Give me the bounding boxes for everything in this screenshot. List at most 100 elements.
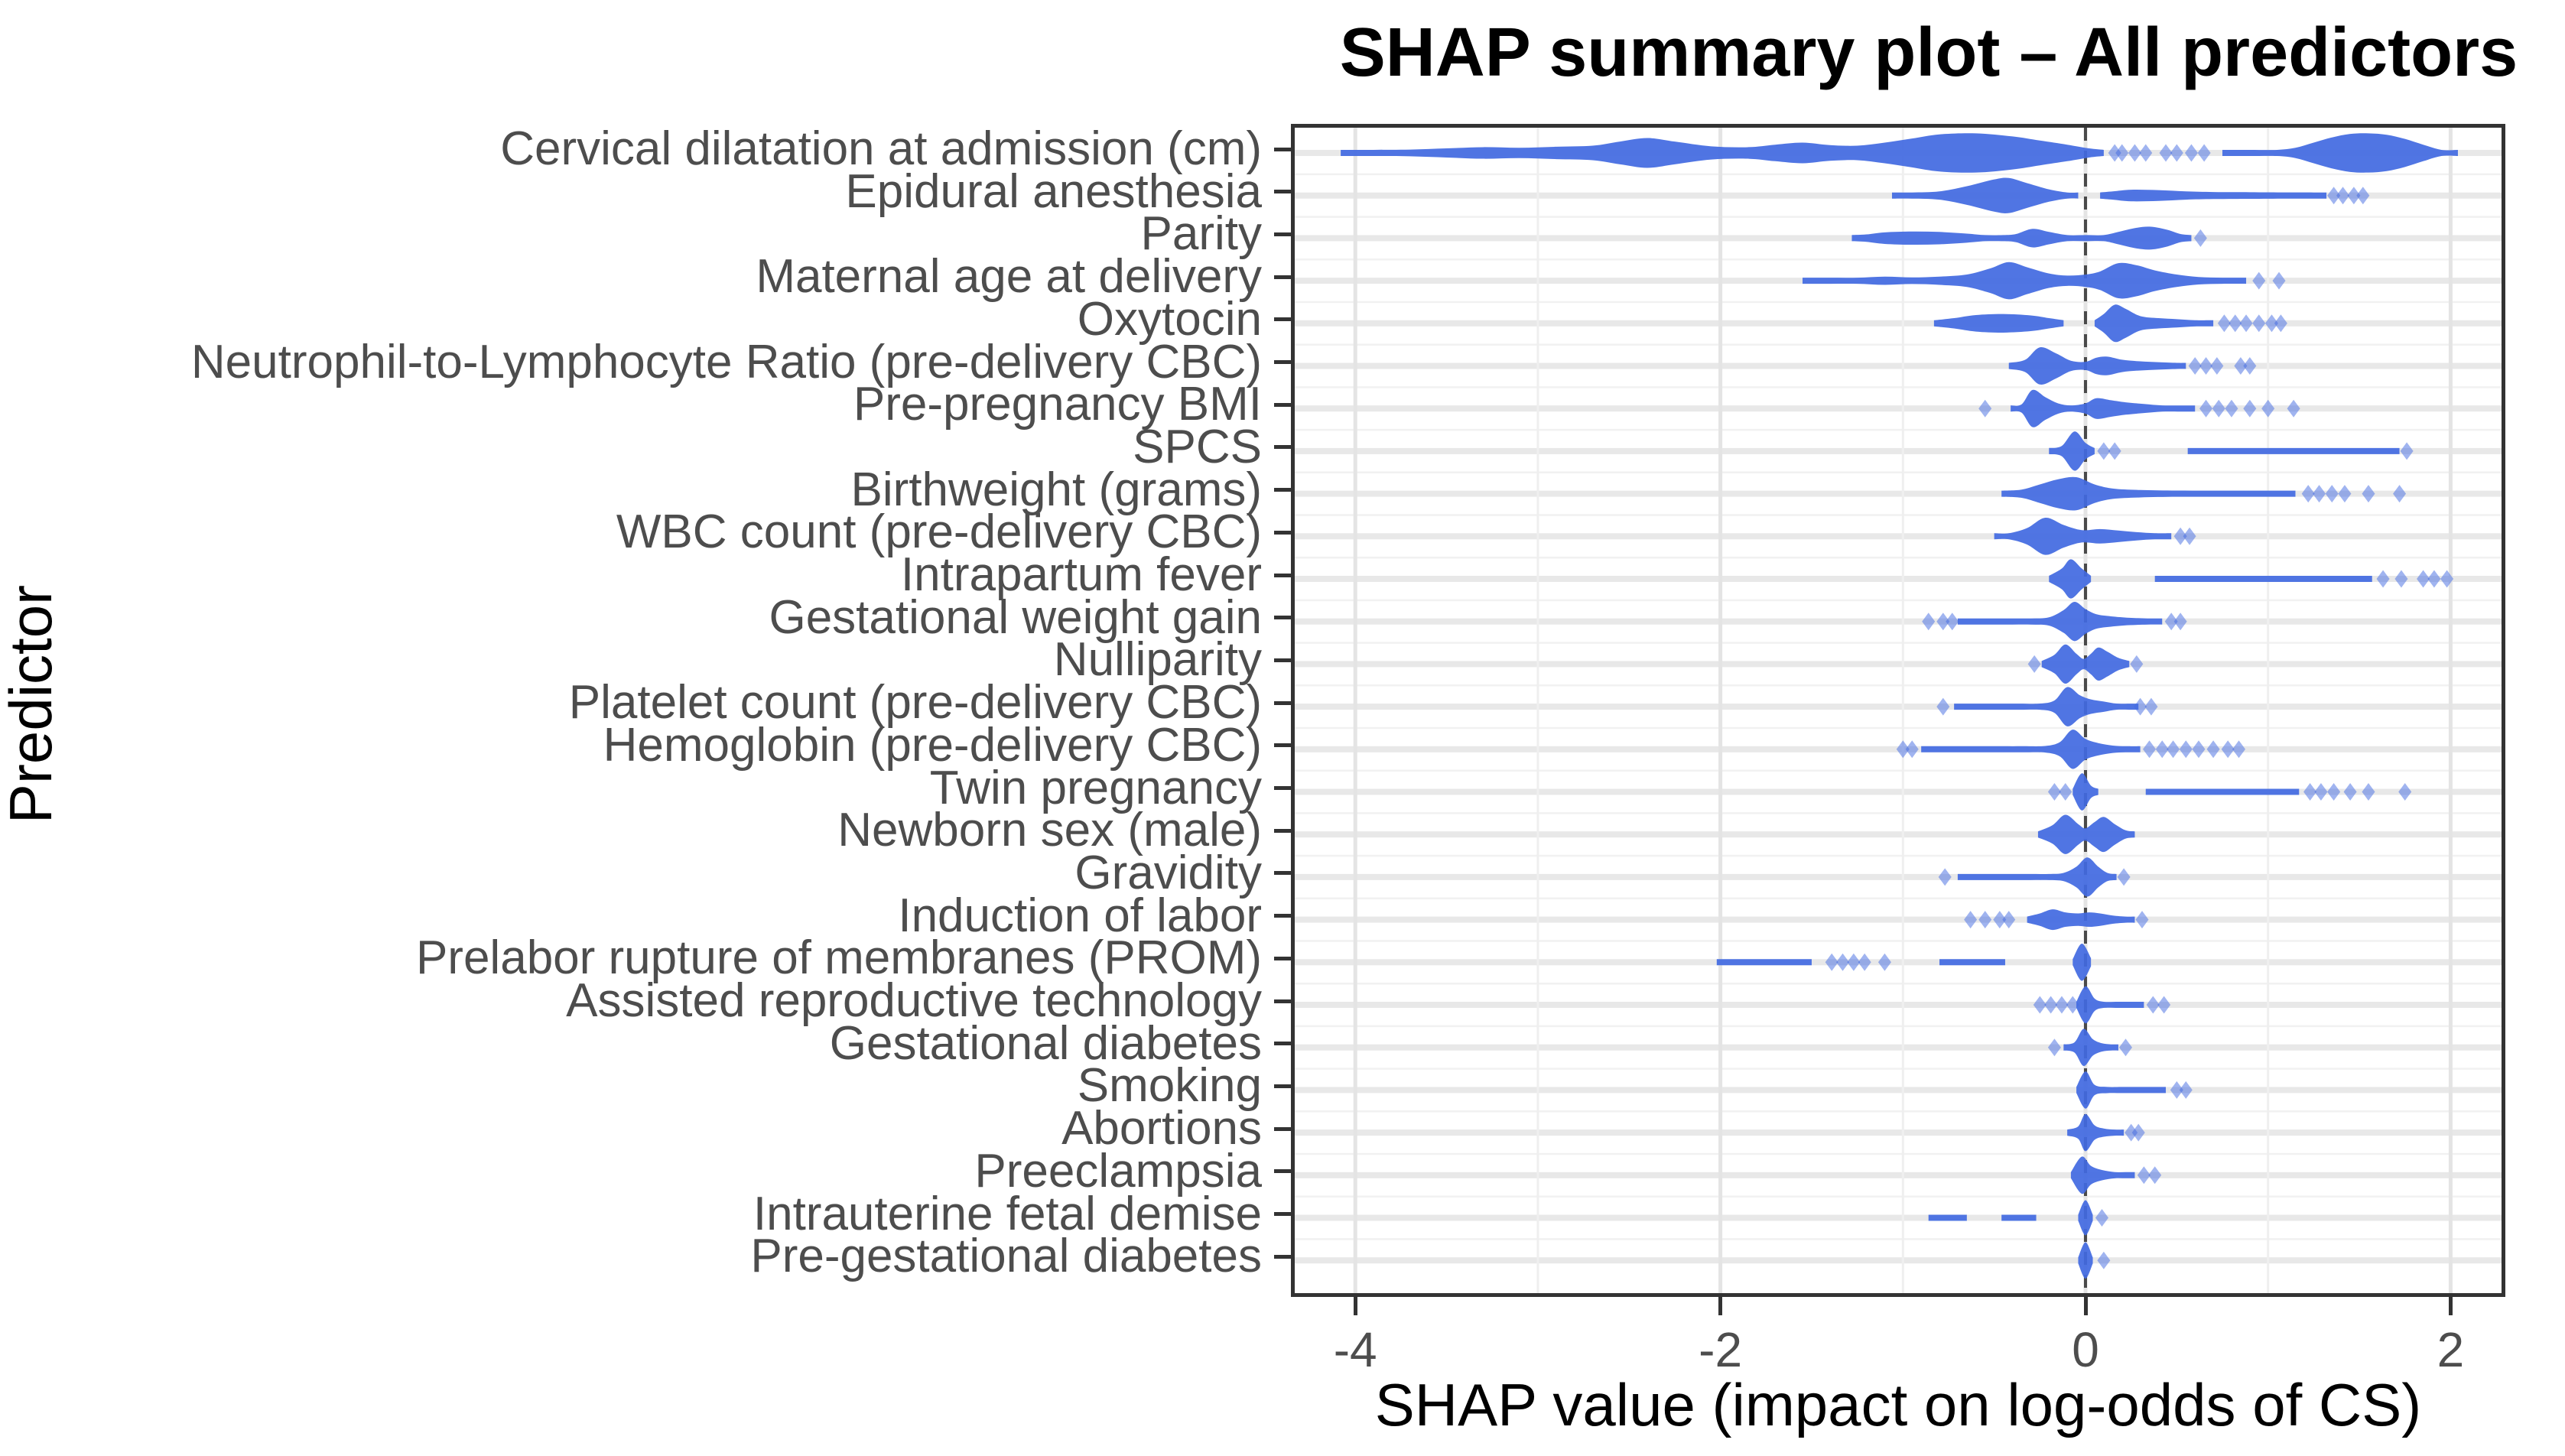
y-axis-label: Nulliparity (1053, 633, 1262, 687)
gridline-vertical-major (2448, 128, 2453, 1293)
y-axis-label: Smoking (1077, 1059, 1262, 1113)
data-point-diamond (2217, 314, 2231, 333)
data-point-diamond (2229, 314, 2242, 333)
data-point-diamond (2135, 911, 2149, 929)
gridline-horizontal-minor (1295, 854, 2502, 857)
y-axis-label: Cervical dilatation at admission (cm) (500, 122, 1262, 175)
data-point-diamond (2128, 144, 2141, 162)
data-point-diamond (2210, 357, 2224, 375)
violin-shape (2070, 1156, 2135, 1194)
gridline-horizontal-major (1295, 490, 2502, 497)
data-point-diamond (2199, 399, 2213, 418)
gridline-vertical-minor (1536, 128, 1539, 1293)
violin-shape (2222, 133, 2458, 173)
gridline-horizontal-minor (1295, 1110, 2502, 1113)
y-axis-label: Platelet count (pre-delivery CBC) (568, 676, 1262, 730)
data-point-diamond (2327, 783, 2341, 801)
violin-shape (2078, 1242, 2093, 1279)
violin-shape (2076, 986, 2144, 1024)
data-point-diamond (2108, 144, 2121, 162)
gridline-horizontal-minor (1295, 726, 2502, 730)
data-point-diamond (2055, 996, 2069, 1014)
gridline-horizontal-minor (1295, 642, 2502, 644)
data-point-diamond (2157, 996, 2171, 1014)
violin-shape (1928, 1214, 1967, 1221)
data-point-diamond (1978, 911, 1992, 929)
violin-shape (2049, 559, 2092, 599)
data-point-diamond (2393, 485, 2407, 503)
data-point-diamond (2239, 314, 2253, 333)
y-tick-mark (1274, 232, 1291, 236)
data-point-diamond (2179, 1081, 2193, 1099)
y-axis-label: Gestational weight gain (769, 590, 1262, 644)
x-tick-label: -4 (1333, 1322, 1377, 1377)
data-point-diamond (2155, 740, 2169, 759)
data-point-diamond (2314, 783, 2328, 801)
data-point-diamond (1936, 697, 1950, 716)
y-tick-mark (1274, 190, 1291, 194)
y-tick-mark (1274, 786, 1291, 790)
data-point-diamond (2343, 783, 2357, 801)
violin-shape (1851, 226, 2192, 250)
y-axis-label: Induction of labor (898, 889, 1262, 942)
violin-shape (1921, 730, 2141, 769)
gridline-horizontal-major (1295, 788, 2502, 795)
data-point-diamond (2146, 996, 2160, 1014)
data-point-diamond (1877, 953, 1891, 971)
y-tick-mark (1274, 1169, 1291, 1174)
y-axis-label: Gestational diabetes (829, 1016, 1262, 1070)
data-point-diamond (2232, 740, 2246, 759)
data-point-diamond (2347, 187, 2361, 205)
data-point-diamond (2243, 399, 2257, 418)
data-point-diamond (2066, 996, 2079, 1014)
violin-shape (2187, 447, 2400, 454)
gridline-horizontal-minor (1295, 1238, 2502, 1240)
chart-title: SHAP summary plot – All predictors (1339, 15, 2518, 91)
gridline-horizontal-minor (1295, 684, 2502, 687)
data-point-diamond (2097, 442, 2111, 460)
gridline-horizontal-minor (1295, 343, 2502, 346)
violin-shape (2011, 389, 2196, 427)
gridline-horizontal-major (1295, 831, 2502, 838)
gridline-horizontal-minor (1295, 471, 2502, 474)
violin-shape (2145, 788, 2300, 795)
plot-panel (1291, 124, 2505, 1297)
y-tick-mark (1274, 317, 1291, 322)
data-point-diamond (2108, 442, 2121, 460)
violin-shape (2041, 644, 2130, 684)
y-axis-label: Intrauterine fetal demise (753, 1187, 1262, 1240)
data-point-diamond (2173, 527, 2187, 545)
data-point-diamond (2400, 442, 2414, 460)
violin-shape (2001, 476, 2296, 511)
gridline-horizontal-major (1295, 873, 2502, 880)
data-point-diamond (2047, 783, 2061, 801)
data-point-diamond (1825, 953, 1838, 971)
y-tick-mark (1274, 530, 1291, 535)
y-axis-label: Newborn sex (male) (837, 804, 1262, 857)
x-tick-label: -2 (1699, 1322, 1743, 1377)
gridline-horizontal-major (1295, 1087, 2502, 1094)
data-point-diamond (2173, 613, 2187, 631)
y-axis-label: Birthweight (grams) (850, 463, 1262, 516)
y-axis-label: Neutrophil-to-Lymphocyte Ratio (pre-deli… (190, 335, 1262, 388)
x-axis-title: SHAP value (impact on log-odds of CS) (1374, 1371, 2422, 1438)
data-point-diamond (2059, 783, 2072, 801)
data-point-diamond (2287, 399, 2300, 418)
data-point-diamond (2164, 613, 2178, 631)
data-point-diamond (2197, 144, 2211, 162)
data-point-diamond (2033, 996, 2046, 1014)
gridline-horizontal-major (1295, 1257, 2502, 1264)
gridline-horizontal-major (1295, 704, 2502, 710)
violin-shape (1341, 133, 2104, 173)
data-point-diamond (2440, 570, 2454, 588)
data-point-diamond (2274, 314, 2287, 333)
data-point-diamond (2124, 1123, 2138, 1142)
x-tick-mark (2448, 1297, 2453, 1315)
x-tick-label: 2 (2437, 1322, 2465, 1377)
data-point-diamond (2170, 1081, 2183, 1099)
y-axis-label: Intrapartum fever (900, 548, 1262, 601)
gridline-horizontal-minor (1295, 1025, 2502, 1028)
y-axis-label: Prelabor rupture of membranes (PROM) (415, 931, 1262, 985)
y-tick-mark (1274, 402, 1291, 407)
x-tick-mark (1353, 1297, 1357, 1315)
